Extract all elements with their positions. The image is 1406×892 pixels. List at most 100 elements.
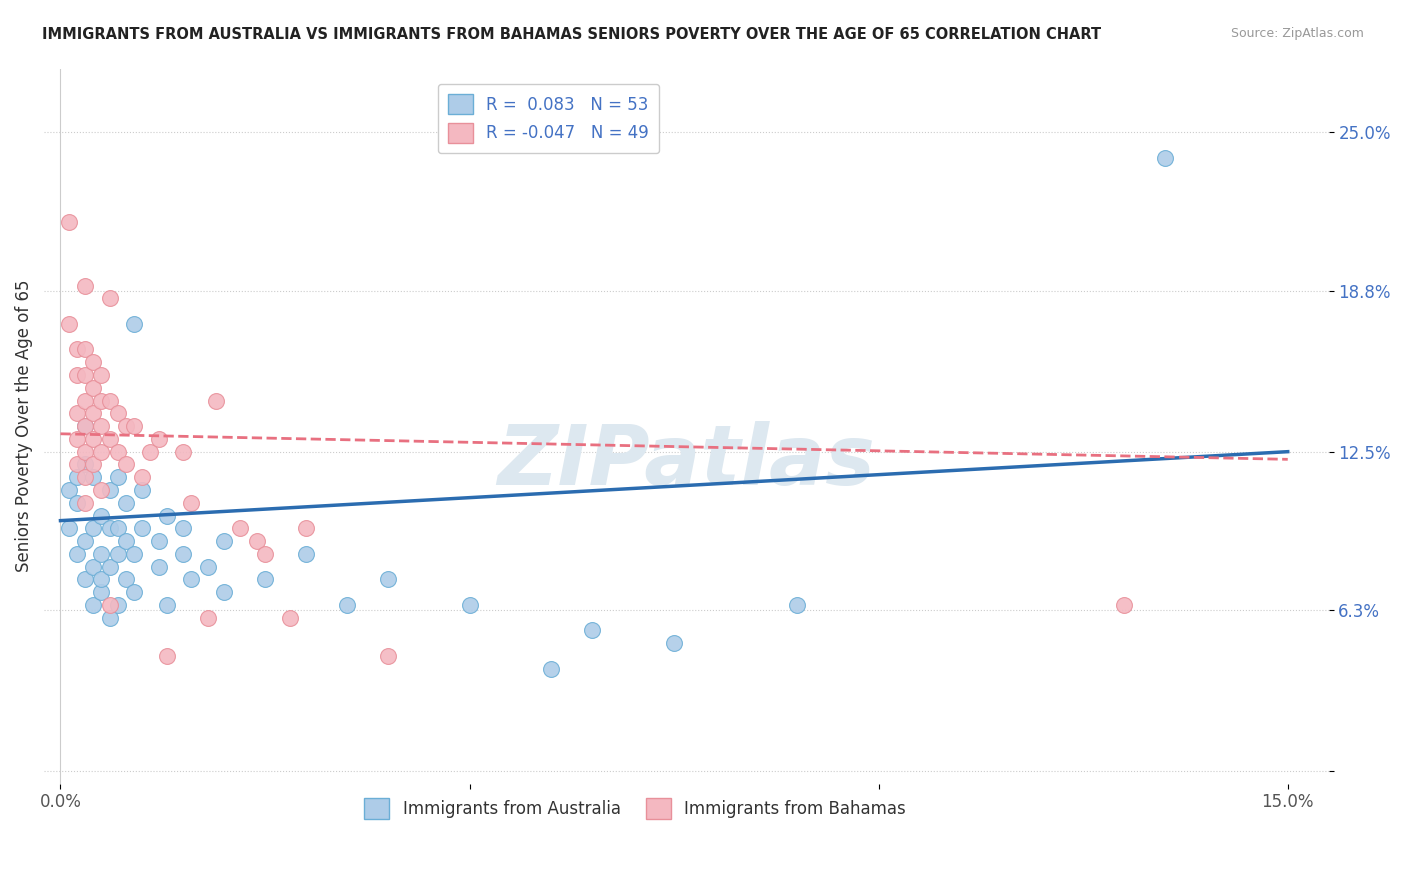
Point: [253, 573, 276, 587]
Point: [107, 470, 129, 484]
Point: [156, 508, 179, 523]
Point: [66, 547, 89, 561]
Point: [66, 368, 89, 382]
Point: [66, 343, 89, 357]
Point: [156, 648, 179, 663]
Point: [82, 406, 104, 420]
Point: [98, 521, 121, 535]
Point: [197, 559, 219, 574]
Point: [295, 547, 318, 561]
Point: [73, 368, 96, 382]
Point: [107, 598, 129, 612]
Point: [115, 458, 138, 472]
Point: [180, 573, 202, 587]
Point: [73, 419, 96, 434]
Point: [90, 585, 112, 599]
Point: [66, 432, 89, 446]
Point: [581, 624, 603, 638]
Point: [82, 598, 104, 612]
Point: [139, 444, 162, 458]
Point: [66, 458, 89, 472]
Point: [90, 547, 112, 561]
Point: [115, 496, 138, 510]
Point: [253, 547, 276, 561]
Text: ZIPatlas: ZIPatlas: [498, 421, 876, 502]
Point: [73, 343, 96, 357]
Point: [98, 292, 121, 306]
Point: [90, 393, 112, 408]
Point: [107, 444, 129, 458]
Text: Source: ZipAtlas.com: Source: ZipAtlas.com: [1230, 27, 1364, 40]
Point: [148, 432, 170, 446]
Point: [148, 559, 170, 574]
Point: [172, 521, 194, 535]
Point: [115, 534, 138, 549]
Point: [229, 521, 252, 535]
Point: [131, 483, 153, 497]
Point: [73, 470, 96, 484]
Point: [82, 521, 104, 535]
Point: [336, 598, 359, 612]
Point: [82, 470, 104, 484]
Point: [90, 444, 112, 458]
Point: [98, 432, 121, 446]
Point: [73, 458, 96, 472]
Point: [58, 317, 80, 331]
Point: [172, 547, 194, 561]
Point: [115, 419, 138, 434]
Point: [205, 393, 228, 408]
Point: [73, 573, 96, 587]
Point: [246, 534, 269, 549]
Point: [131, 470, 153, 484]
Point: [90, 368, 112, 382]
Point: [58, 215, 80, 229]
Point: [98, 598, 121, 612]
Point: [377, 648, 399, 663]
Point: [73, 393, 96, 408]
Point: [540, 662, 562, 676]
Point: [73, 444, 96, 458]
Point: [90, 573, 112, 587]
Point: [122, 585, 145, 599]
Point: [148, 534, 170, 549]
Point: [122, 419, 145, 434]
Point: [1114, 598, 1136, 612]
Legend: Immigrants from Australia, Immigrants from Bahamas: Immigrants from Australia, Immigrants fr…: [357, 792, 912, 825]
Point: [90, 483, 112, 497]
Point: [90, 419, 112, 434]
Point: [66, 470, 89, 484]
Point: [82, 432, 104, 446]
Point: [73, 496, 96, 510]
Point: [82, 355, 104, 369]
Point: [107, 406, 129, 420]
Point: [662, 636, 685, 650]
Point: [115, 573, 138, 587]
Point: [58, 521, 80, 535]
Point: [98, 393, 121, 408]
Point: [458, 598, 481, 612]
Point: [66, 406, 89, 420]
Point: [98, 483, 121, 497]
Text: IMMIGRANTS FROM AUSTRALIA VS IMMIGRANTS FROM BAHAMAS SENIORS POVERTY OVER THE AG: IMMIGRANTS FROM AUSTRALIA VS IMMIGRANTS …: [42, 27, 1101, 42]
Point: [98, 559, 121, 574]
Point: [82, 458, 104, 472]
Point: [73, 419, 96, 434]
Point: [73, 278, 96, 293]
Point: [90, 508, 112, 523]
Point: [122, 317, 145, 331]
Point: [122, 547, 145, 561]
Point: [107, 547, 129, 561]
Point: [131, 521, 153, 535]
Point: [278, 610, 301, 624]
Point: [377, 573, 399, 587]
Point: [58, 483, 80, 497]
Point: [197, 610, 219, 624]
Point: [107, 521, 129, 535]
Point: [212, 534, 235, 549]
Point: [295, 521, 318, 535]
Point: [98, 610, 121, 624]
Point: [73, 534, 96, 549]
Point: [82, 559, 104, 574]
Point: [172, 444, 194, 458]
Point: [82, 381, 104, 395]
